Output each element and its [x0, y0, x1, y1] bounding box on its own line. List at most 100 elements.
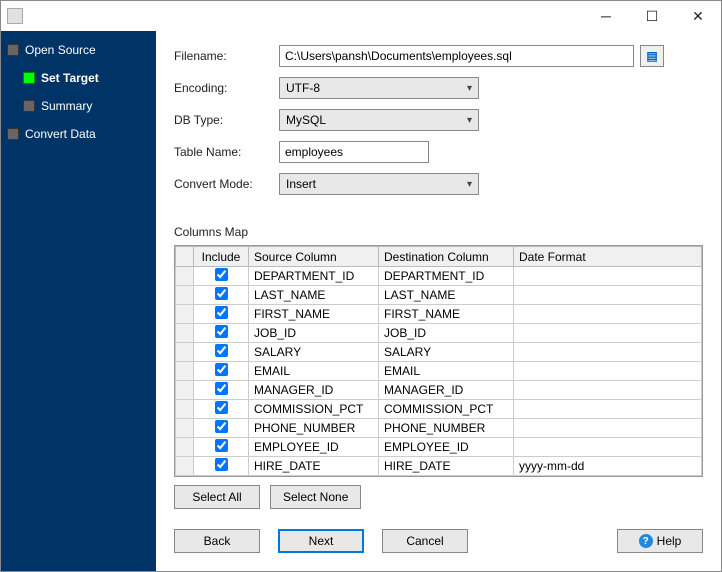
sidebar-item-open-source[interactable]: Open Source [7, 41, 150, 59]
chevron-down-icon: ▾ [467, 179, 472, 190]
source-cell[interactable]: SALARY [249, 343, 379, 362]
filename-label: Filename: [174, 49, 279, 63]
tablename-input[interactable] [279, 141, 429, 163]
row-marker [176, 400, 194, 419]
datefmt-cell[interactable] [514, 438, 702, 457]
include-checkbox[interactable] [215, 306, 228, 319]
source-cell[interactable]: LAST_NAME [249, 286, 379, 305]
sidebar-item-label: Summary [41, 99, 92, 113]
file-icon: ▤ [646, 49, 657, 63]
include-cell [194, 400, 249, 419]
table-row[interactable]: MANAGER_IDMANAGER_ID [176, 381, 702, 400]
datefmt-cell[interactable] [514, 343, 702, 362]
dest-cell[interactable]: FIRST_NAME [379, 305, 514, 324]
dest-cell[interactable]: LAST_NAME [379, 286, 514, 305]
encoding-label: Encoding: [174, 81, 279, 95]
include-checkbox[interactable] [215, 268, 228, 281]
sidebar-item-summary[interactable]: Summary [23, 97, 150, 115]
table-row[interactable]: COMMISSION_PCTCOMMISSION_PCT [176, 400, 702, 419]
include-cell [194, 343, 249, 362]
table-row[interactable]: EMPLOYEE_IDEMPLOYEE_ID [176, 438, 702, 457]
app-icon [7, 8, 23, 24]
maximize-button[interactable]: ☐ [629, 1, 675, 31]
table-row[interactable]: SALARYSALARY [176, 343, 702, 362]
include-checkbox[interactable] [215, 325, 228, 338]
datefmt-cell[interactable] [514, 419, 702, 438]
dest-cell[interactable]: PHONE_NUMBER [379, 419, 514, 438]
datefmt-cell[interactable] [514, 305, 702, 324]
datefmt-header[interactable]: Date Format [514, 247, 702, 267]
dest-cell[interactable]: SALARY [379, 343, 514, 362]
include-checkbox[interactable] [215, 458, 228, 471]
source-cell[interactable]: PHONE_NUMBER [249, 419, 379, 438]
include-cell [194, 267, 249, 286]
include-checkbox[interactable] [215, 420, 228, 433]
include-checkbox[interactable] [215, 382, 228, 395]
app-window: ─ ☐ ✕ Open Source Set Target Summary Conver… [0, 0, 722, 572]
footer: Back Next Cancel ? Help [174, 519, 703, 561]
table-row[interactable]: PHONE_NUMBERPHONE_NUMBER [176, 419, 702, 438]
columns-map-table: Include Source Column Destination Column… [174, 245, 703, 477]
dbtype-value: MySQL [286, 113, 326, 127]
dest-header[interactable]: Destination Column [379, 247, 514, 267]
next-button[interactable]: Next [278, 529, 364, 553]
row-marker [176, 457, 194, 476]
source-header[interactable]: Source Column [249, 247, 379, 267]
dest-cell[interactable]: HIRE_DATE [379, 457, 514, 476]
back-button[interactable]: Back [174, 529, 260, 553]
dest-cell[interactable]: EMPLOYEE_ID [379, 438, 514, 457]
datefmt-cell[interactable] [514, 267, 702, 286]
cancel-button[interactable]: Cancel [382, 529, 468, 553]
table-row[interactable]: HIRE_DATEHIRE_DATEyyyy-mm-dd [176, 457, 702, 476]
source-cell[interactable]: EMPLOYEE_ID [249, 438, 379, 457]
table-row[interactable]: EMAILEMAIL [176, 362, 702, 381]
table-row[interactable]: LAST_NAMELAST_NAME [176, 286, 702, 305]
source-cell[interactable]: COMMISSION_PCT [249, 400, 379, 419]
dbtype-select[interactable]: MySQL ▾ [279, 109, 479, 131]
datefmt-cell[interactable] [514, 400, 702, 419]
minimize-button[interactable]: ─ [583, 1, 629, 31]
table-row[interactable]: FIRST_NAMEFIRST_NAME [176, 305, 702, 324]
datefmt-cell[interactable]: yyyy-mm-dd [514, 457, 702, 476]
sidebar-item-set-target[interactable]: Set Target [23, 69, 150, 87]
sidebar-item-convert-data[interactable]: Convert Data [7, 125, 150, 143]
include-checkbox[interactable] [215, 439, 228, 452]
include-checkbox[interactable] [215, 363, 228, 376]
dest-cell[interactable]: DEPARTMENT_ID [379, 267, 514, 286]
convertmode-label: Convert Mode: [174, 177, 279, 191]
sidebar: Open Source Set Target Summary Convert Data [1, 31, 156, 571]
table-row[interactable]: DEPARTMENT_IDDEPARTMENT_ID [176, 267, 702, 286]
source-cell[interactable]: HIRE_DATE [249, 457, 379, 476]
dest-cell[interactable]: JOB_ID [379, 324, 514, 343]
dest-cell[interactable]: MANAGER_ID [379, 381, 514, 400]
include-checkbox[interactable] [215, 287, 228, 300]
browse-file-button[interactable]: ▤ [640, 45, 664, 67]
table-header-row: Include Source Column Destination Column… [176, 247, 702, 267]
source-cell[interactable]: DEPARTMENT_ID [249, 267, 379, 286]
dest-cell[interactable]: COMMISSION_PCT [379, 400, 514, 419]
datefmt-cell[interactable] [514, 362, 702, 381]
datefmt-cell[interactable] [514, 324, 702, 343]
include-checkbox[interactable] [215, 401, 228, 414]
convertmode-select[interactable]: Insert ▾ [279, 173, 479, 195]
source-cell[interactable]: FIRST_NAME [249, 305, 379, 324]
help-button[interactable]: ? Help [617, 529, 703, 553]
source-cell[interactable]: EMAIL [249, 362, 379, 381]
row-marker [176, 305, 194, 324]
source-cell[interactable]: JOB_ID [249, 324, 379, 343]
row-marker [176, 324, 194, 343]
filename-input[interactable] [279, 45, 634, 67]
close-button[interactable]: ✕ [675, 1, 721, 31]
table-row[interactable]: JOB_IDJOB_ID [176, 324, 702, 343]
include-header[interactable]: Include [194, 247, 249, 267]
datefmt-cell[interactable] [514, 286, 702, 305]
chevron-down-icon: ▾ [467, 83, 472, 94]
source-cell[interactable]: MANAGER_ID [249, 381, 379, 400]
body: Open Source Set Target Summary Convert Data… [1, 31, 721, 571]
select-all-button[interactable]: Select All [174, 485, 260, 509]
select-none-button[interactable]: Select None [270, 485, 361, 509]
dest-cell[interactable]: EMAIL [379, 362, 514, 381]
encoding-select[interactable]: UTF-8 ▾ [279, 77, 479, 99]
include-checkbox[interactable] [215, 344, 228, 357]
datefmt-cell[interactable] [514, 381, 702, 400]
